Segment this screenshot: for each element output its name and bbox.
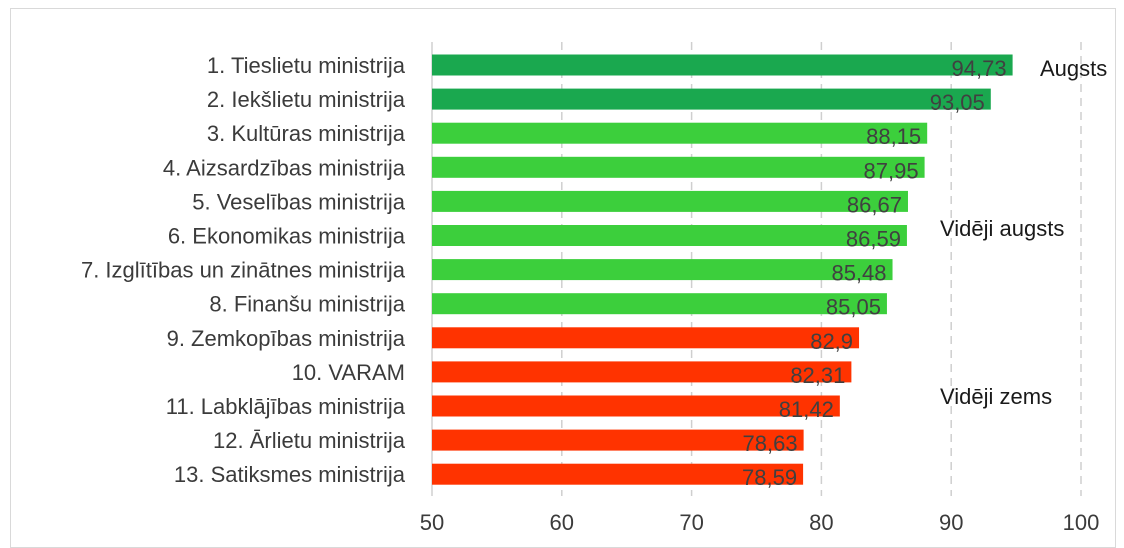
category-label: 3. Kultūras ministrija (207, 121, 406, 146)
data-label: 81,42 (779, 397, 834, 422)
x-tick-label: 90 (939, 510, 963, 535)
bar (432, 327, 860, 349)
bar (432, 156, 925, 178)
category-label: 10. VARAM (292, 360, 405, 385)
data-label: 82,9 (810, 329, 853, 354)
bar (432, 293, 887, 315)
bar (432, 463, 804, 485)
category-label: 12. Ārlietu ministrija (213, 428, 406, 453)
data-label: 78,59 (742, 465, 797, 490)
x-tick-label: 100 (1063, 510, 1100, 535)
bar (432, 54, 1013, 76)
x-axis-ticks: 50 60 70 80 90 100 (420, 510, 1100, 535)
category-label: 7. Izglītības un zinātnes ministrija (81, 258, 406, 283)
group-labels: Augsts Vidēji augsts Vidēji zems (940, 56, 1107, 409)
category-label: 11. Labklājības ministrija (166, 394, 406, 419)
bar (432, 429, 804, 451)
x-tick-label: 70 (679, 510, 703, 535)
data-label: 88,15 (866, 124, 921, 149)
bars (432, 54, 1013, 485)
category-label: 4. Aizsardzības ministrija (163, 155, 406, 180)
category-label: 1. Tieslietu ministrija (207, 53, 406, 78)
category-labels: 1. Tieslietu ministrija 2. Iekšlietu mini… (81, 53, 406, 487)
bar (432, 190, 908, 212)
data-label: 87,95 (864, 158, 919, 183)
group-label: Vidēji zems (940, 384, 1052, 409)
bar (432, 259, 893, 281)
data-label: 82,31 (790, 363, 845, 388)
bar (432, 122, 928, 144)
value-labels: 94,73 93,05 88,15 87,95 86,67 86,59 85,48 85,05… (742, 56, 1007, 490)
bar (432, 225, 907, 246)
data-label: 85,05 (826, 295, 881, 320)
gridlines (431, 42, 1082, 496)
category-label: 6. Ekonomikas ministrija (168, 224, 406, 249)
group-label: Vidēji augsts (940, 216, 1064, 241)
data-label: 86,67 (847, 192, 902, 217)
bar (432, 88, 991, 110)
x-tick-label: 60 (550, 510, 574, 535)
bar (432, 361, 852, 383)
category-label: 5. Veselības ministrija (192, 189, 406, 214)
data-label: 86,59 (846, 227, 901, 252)
data-label: 93,05 (930, 90, 985, 115)
category-label: 2. Iekšlietu ministrija (207, 87, 406, 112)
x-tick-label: 80 (809, 510, 833, 535)
data-label: 78,63 (743, 431, 798, 456)
bar (432, 395, 840, 417)
category-label: 13. Satiksmes ministrija (174, 462, 406, 487)
category-label: 8. Finanšu ministrija (209, 292, 405, 317)
x-tick-label: 50 (420, 510, 444, 535)
data-label: 85,48 (831, 261, 886, 286)
group-label: Augsts (1040, 56, 1107, 81)
category-label: 9. Zemkopības ministrija (167, 326, 406, 351)
data-label: 94,73 (952, 56, 1007, 81)
